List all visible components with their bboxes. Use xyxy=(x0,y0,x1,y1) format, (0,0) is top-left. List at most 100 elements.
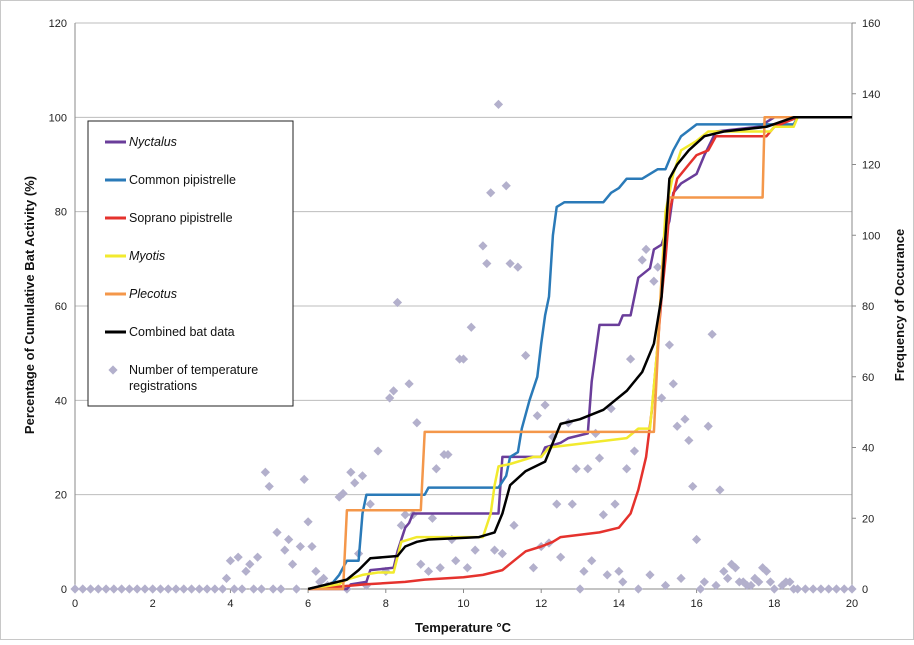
y2-tick-label: 40 xyxy=(862,443,874,455)
scatter-point xyxy=(299,474,309,484)
scatter-point xyxy=(396,520,406,530)
scatter-point xyxy=(365,499,375,509)
scatter-point xyxy=(272,527,282,537)
scatter-point xyxy=(793,584,803,594)
scatter-point xyxy=(587,556,597,566)
scatter-point xyxy=(625,354,636,364)
scatter-point xyxy=(466,322,476,332)
scatter-point xyxy=(602,570,612,580)
scatter-point xyxy=(291,584,302,594)
scatter-point xyxy=(657,393,667,403)
scatter-point xyxy=(478,241,488,251)
scatter-point xyxy=(260,467,270,477)
legend-label: Number of temperature xyxy=(129,363,258,377)
scatter-point xyxy=(664,340,675,350)
scatter-point xyxy=(264,481,274,492)
scatter-point xyxy=(284,534,294,545)
scatter-point xyxy=(622,464,632,474)
scatter-point xyxy=(78,584,88,594)
scatter-point xyxy=(695,584,706,594)
scatter-point xyxy=(373,446,383,456)
line-series xyxy=(307,116,852,591)
scatter-point xyxy=(435,563,445,573)
series-line-combined-bat-data xyxy=(307,116,852,591)
series-line-nyctalus xyxy=(308,116,852,591)
x-tick-label: 18 xyxy=(768,598,780,610)
scatter-point xyxy=(800,584,810,594)
scatter-point xyxy=(392,297,403,308)
scatter-point xyxy=(350,478,360,488)
scatter-point xyxy=(509,520,519,530)
scatter-point xyxy=(210,584,220,594)
scatter-point xyxy=(237,584,247,594)
scatter-point xyxy=(660,580,671,591)
scatter-point xyxy=(668,379,678,389)
y-tick-label: 20 xyxy=(55,490,67,502)
scatter-point xyxy=(311,566,321,576)
scatter-point xyxy=(719,566,729,576)
scatter-point xyxy=(101,584,111,594)
scatter-point xyxy=(688,481,698,492)
scatter-point xyxy=(672,421,682,431)
scatter-point xyxy=(280,545,290,555)
scatter-point xyxy=(847,584,857,594)
y2-axis-title: Frequency of Occurance xyxy=(892,229,907,381)
scatter-point xyxy=(637,255,647,265)
scatter-point xyxy=(824,584,834,594)
scatter-point xyxy=(163,584,173,594)
series-line-myotis xyxy=(307,116,852,591)
y2-tick-label: 0 xyxy=(862,584,868,596)
scatter-point xyxy=(486,188,496,198)
scatter-point xyxy=(431,464,441,474)
scatter-point xyxy=(140,584,150,594)
scatter-point xyxy=(229,584,239,594)
legend-label: Combined bat data xyxy=(129,325,235,339)
scatter-point xyxy=(319,573,329,583)
legend-box xyxy=(87,120,294,407)
y-tick-label: 60 xyxy=(55,301,67,313)
scatter-point xyxy=(493,99,504,109)
scatter-point xyxy=(225,556,235,566)
scatter-point xyxy=(839,584,849,594)
y-tick-label: 40 xyxy=(55,395,67,407)
scatter-point xyxy=(303,517,313,527)
scatter-point xyxy=(676,573,686,583)
scatter-point xyxy=(532,411,542,421)
scatter-point xyxy=(416,559,426,569)
scatter-point xyxy=(746,580,756,591)
scatter-point xyxy=(723,573,733,583)
legend-label: Soprano pipistrelle xyxy=(129,211,233,225)
scatter-point xyxy=(761,566,772,576)
scatter-point xyxy=(221,573,232,583)
y2-tick-label: 160 xyxy=(862,18,880,30)
scatter-point xyxy=(552,499,562,509)
scatter-point xyxy=(245,559,255,569)
scatter-series xyxy=(70,99,857,594)
scatter-point xyxy=(241,566,251,576)
scatter-point xyxy=(707,329,717,339)
scatter-point xyxy=(726,559,737,569)
x-tick-label: 10 xyxy=(457,598,469,610)
scatter-point xyxy=(451,556,461,566)
y-axis-title: Percentage of Cumulative Bat Activity (%… xyxy=(22,176,37,434)
scatter-point xyxy=(816,584,826,594)
y2-tick-label: 120 xyxy=(862,160,880,172)
scatter-point xyxy=(769,584,779,594)
scatter-point xyxy=(629,446,640,456)
scatter-point xyxy=(233,552,243,562)
scatter-point xyxy=(252,552,263,562)
scatter-point xyxy=(194,584,204,594)
legend-label: Plecotus xyxy=(129,287,177,301)
series-line-soprano-pipistrelle xyxy=(308,116,852,591)
scatter-point xyxy=(505,258,515,269)
scatter-point xyxy=(738,577,748,587)
scatter-point xyxy=(645,570,655,580)
scatter-point xyxy=(684,435,694,446)
scatter-point xyxy=(618,577,628,587)
x-tick-label: 14 xyxy=(613,598,625,610)
y2-tick-label: 80 xyxy=(862,301,874,313)
scatter-point xyxy=(388,386,399,396)
y2-tick-label: 100 xyxy=(862,230,880,242)
